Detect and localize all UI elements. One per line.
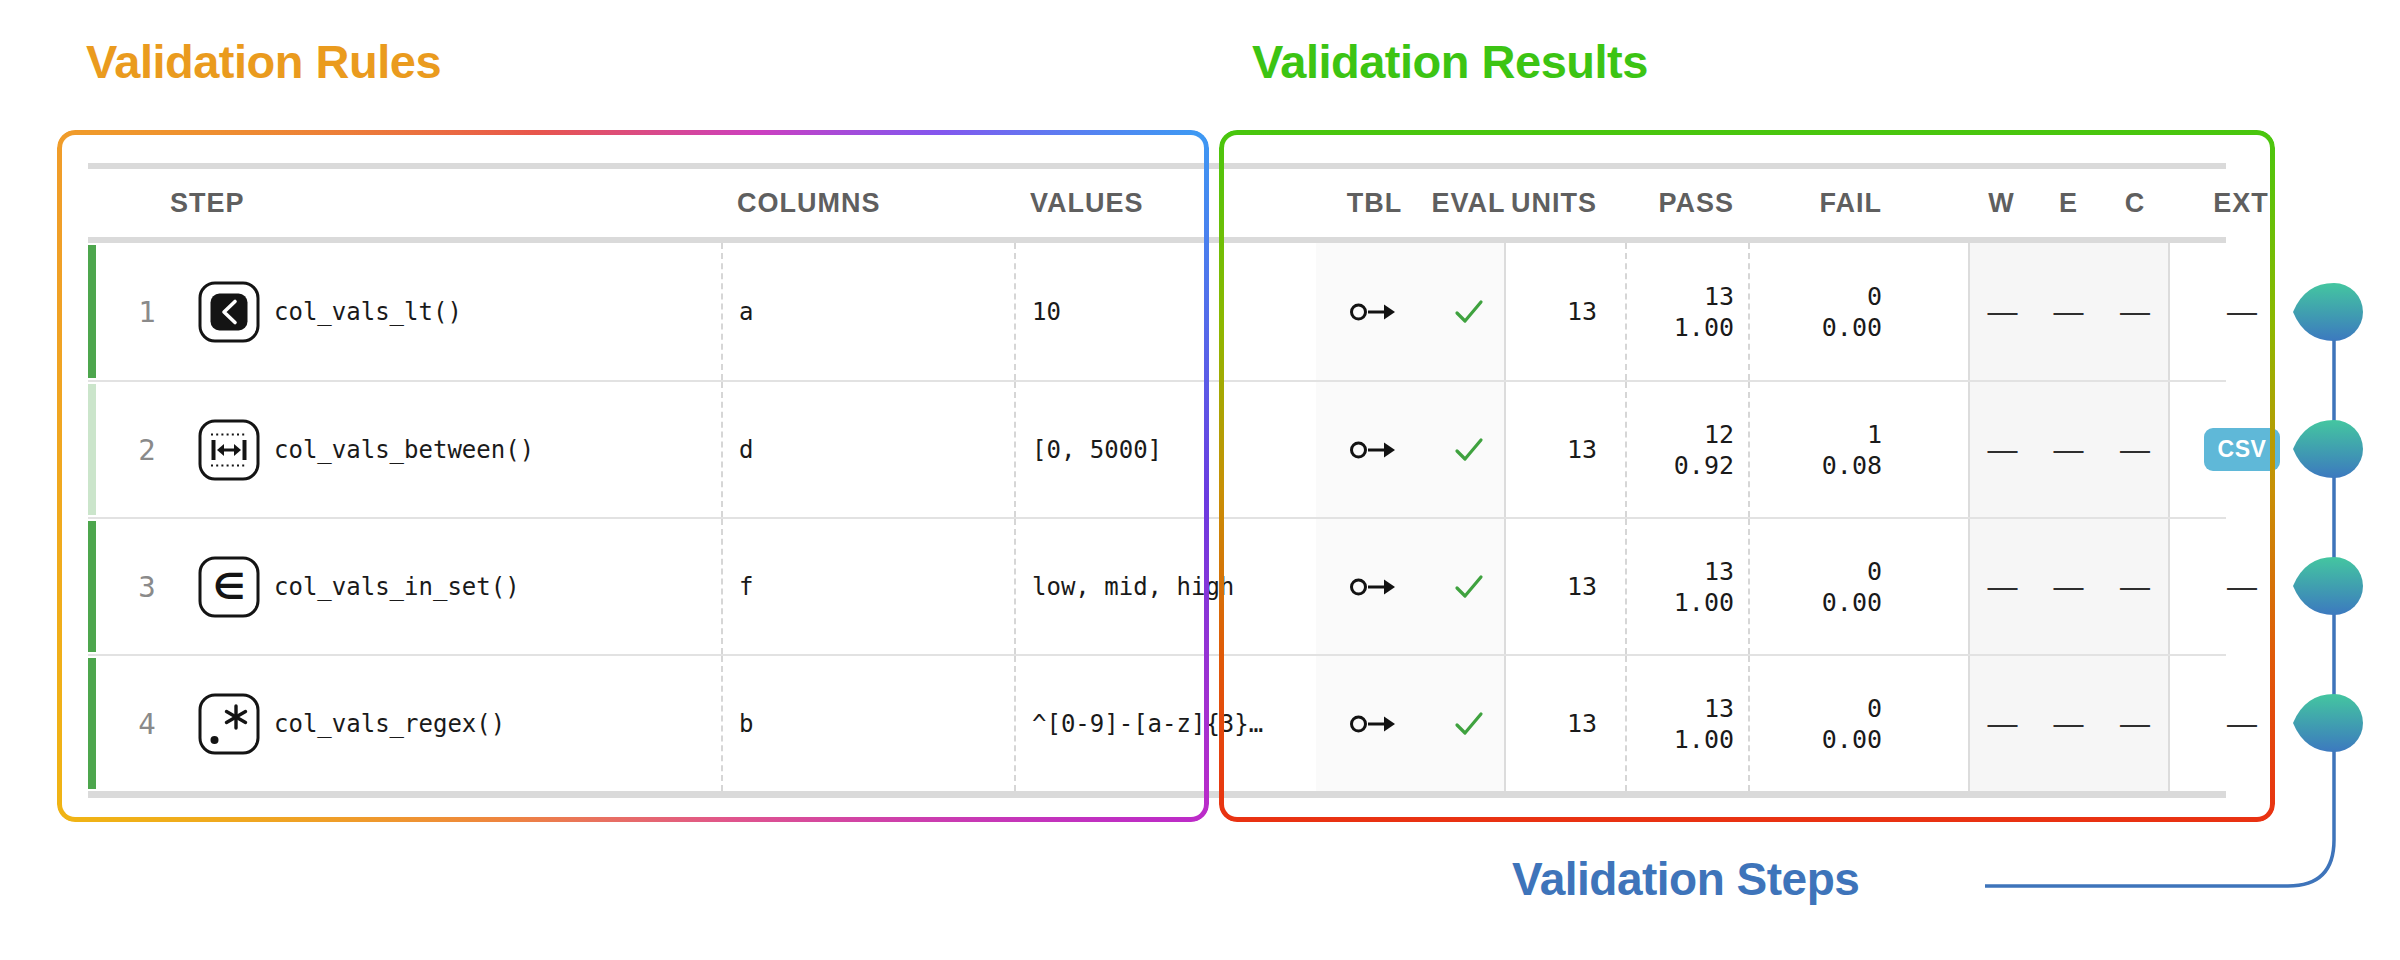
steps-region-title: Validation Steps <box>1512 852 1859 906</box>
validation-report: Validation Rules Validation Results STEP… <box>0 0 2400 960</box>
rules-region-outline <box>57 130 1209 822</box>
results-region-title: Validation Results <box>1252 34 1648 89</box>
results-region-outline <box>1219 130 2275 822</box>
rules-region-title: Validation Rules <box>86 34 441 89</box>
